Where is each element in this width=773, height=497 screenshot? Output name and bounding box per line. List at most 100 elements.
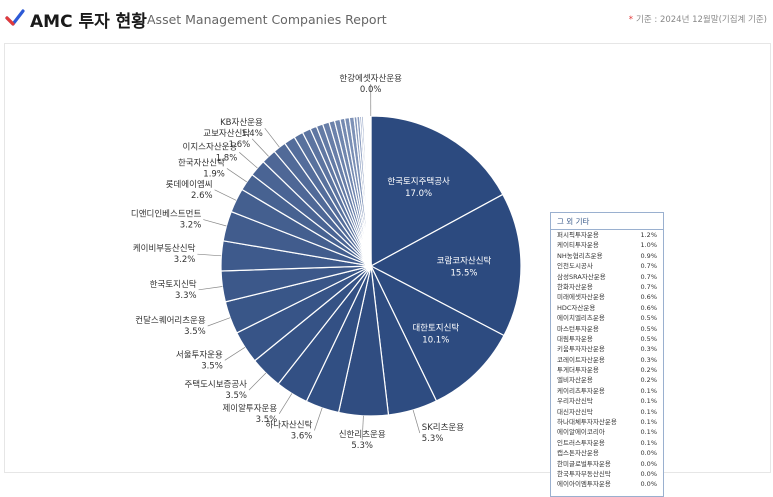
others-row-value: 0.2% <box>640 375 657 385</box>
others-row-value: 0.1% <box>640 396 657 406</box>
others-row-value: 0.0% <box>640 448 657 458</box>
slice-label: 코람코자산신탁 <box>437 255 492 266</box>
page-title: AMC 투자 현황 <box>30 7 147 32</box>
others-row-value: 0.0% <box>640 459 657 469</box>
slice-label: 제이알투자운용 <box>222 403 277 414</box>
others-row-name: 인천도시공사 <box>557 261 593 271</box>
others-row: 퍼시픽투자운용 1.2% <box>551 230 663 240</box>
slice-label: 17.0% <box>405 189 432 199</box>
others-row-value: 0.1% <box>640 407 657 417</box>
slice-label: 3.5% <box>256 415 278 425</box>
others-row-name: 에이아이엠투자운용 <box>557 479 611 489</box>
page-header: AMC 투자 현황 Asset Management Companies Rep… <box>0 0 773 40</box>
others-row-name: 대림투자운용 <box>557 334 593 344</box>
others-row-value: 0.7% <box>640 282 657 292</box>
others-row-value: 0.7% <box>640 272 657 282</box>
slice-label: 신한리츠운용 <box>339 430 386 440</box>
leader-line <box>227 168 247 182</box>
others-row-name: 대신자산신탁 <box>557 407 593 417</box>
slice-label: 한국토지신탁 <box>150 279 197 290</box>
slice-label: 1.6% <box>229 140 251 150</box>
others-row: 에이아이엠투자운용 0.0% <box>551 479 663 489</box>
slice-label: 디앤디인베스트먼트 <box>131 209 202 220</box>
slice-label: 3.3% <box>175 291 197 301</box>
leader-line <box>279 393 292 413</box>
others-row-value: 0.0% <box>640 479 657 489</box>
others-row-value: 0.1% <box>640 438 657 448</box>
others-row: 대림투자운용 0.5% <box>551 334 663 344</box>
leader-line <box>225 347 245 360</box>
slice-label: 5.3% <box>422 434 444 444</box>
leader-line <box>314 408 322 431</box>
others-row-name: 퍼시픽투자운용 <box>557 230 599 240</box>
others-row-value: 0.6% <box>640 303 657 313</box>
leader-line <box>208 318 231 326</box>
others-row: 인천도시공사 0.7% <box>551 261 663 271</box>
leader-line <box>413 410 420 433</box>
others-row-value: 0.5% <box>640 334 657 344</box>
others-row-value: 0.1% <box>640 417 657 427</box>
basis-note: *기준 : 2024년 12월말(기집계 기준) <box>629 13 767 25</box>
others-row: 우리자산신탁 0.1% <box>551 396 663 406</box>
others-row-name: 캡스톤자산운용 <box>557 448 599 458</box>
others-row-name: 엘비자산운용 <box>557 375 593 385</box>
slice-label: 10.1% <box>422 336 449 346</box>
others-row-name: 한미글로벌투자운용 <box>557 459 611 469</box>
slice-label: 5.3% <box>351 441 373 451</box>
slice-label: 3.6% <box>291 432 313 442</box>
slice-label: 2.6% <box>191 191 213 201</box>
others-row-name: 하나대체투자자산운용 <box>557 417 617 427</box>
slice-label: 한강에셋자산운용 <box>339 73 402 84</box>
others-row-name: 코레이트자산운용 <box>557 355 605 365</box>
slice-label: 한국토지주택공사 <box>387 176 450 187</box>
others-row-value: 1.2% <box>640 230 657 240</box>
slice-label: KB자산운용 <box>220 117 263 128</box>
slice-label: 1.9% <box>203 169 225 179</box>
others-row-value: 0.2% <box>640 365 657 375</box>
leader-line <box>252 139 268 157</box>
leader-line <box>215 190 237 201</box>
others-row-name: 케이리츠투자운용 <box>557 386 605 396</box>
others-row-value: 0.7% <box>640 261 657 271</box>
others-row-name: 우리자산신탁 <box>557 396 593 406</box>
slice-label: 서울투자운용 <box>176 350 223 360</box>
leader-line <box>265 128 280 147</box>
others-row-name: 마스턴투자운용 <box>557 324 599 334</box>
others-row-name: 삼성SRA자산운용 <box>557 272 606 282</box>
others-row: 캡스톤자산운용 0.0% <box>551 448 663 458</box>
others-row: 케이리츠투자운용 0.1% <box>551 386 663 396</box>
others-row-value: 0.3% <box>640 355 657 365</box>
slice-label: SK리츠운용 <box>422 423 464 433</box>
leader-line <box>199 287 223 290</box>
others-row-value: 0.9% <box>640 251 657 261</box>
slice-label: 3.5% <box>201 361 223 371</box>
slice-label: 3.5% <box>225 391 247 401</box>
others-row: 한미글로벌투자운용 0.0% <box>551 459 663 469</box>
others-row: 인트러스투자운용 0.1% <box>551 438 663 448</box>
others-row-name: 키움투자자산운용 <box>557 344 605 354</box>
others-row: 대신자산신탁 0.1% <box>551 407 663 417</box>
basis-text: 기준 : 2024년 12월말(기집계 기준) <box>636 15 767 25</box>
others-title: 그 외 기타 <box>551 213 663 230</box>
others-row-value: 0.1% <box>640 386 657 396</box>
others-row: 코레이트자산운용 0.3% <box>551 355 663 365</box>
leader-line <box>239 152 257 168</box>
others-row-name: 인트러스투자운용 <box>557 438 605 448</box>
others-row-value: 0.1% <box>640 427 657 437</box>
slice-label: 컨달스퀘어리츠운용 <box>135 315 206 326</box>
others-row: 엘비자산운용 0.2% <box>551 375 663 385</box>
others-row-value: 0.6% <box>640 292 657 302</box>
others-row: 하나대체투자자산운용 0.1% <box>551 417 663 427</box>
leader-line <box>249 373 266 390</box>
others-row-value: 0.5% <box>640 324 657 334</box>
slice-label: 1.8% <box>216 153 238 163</box>
